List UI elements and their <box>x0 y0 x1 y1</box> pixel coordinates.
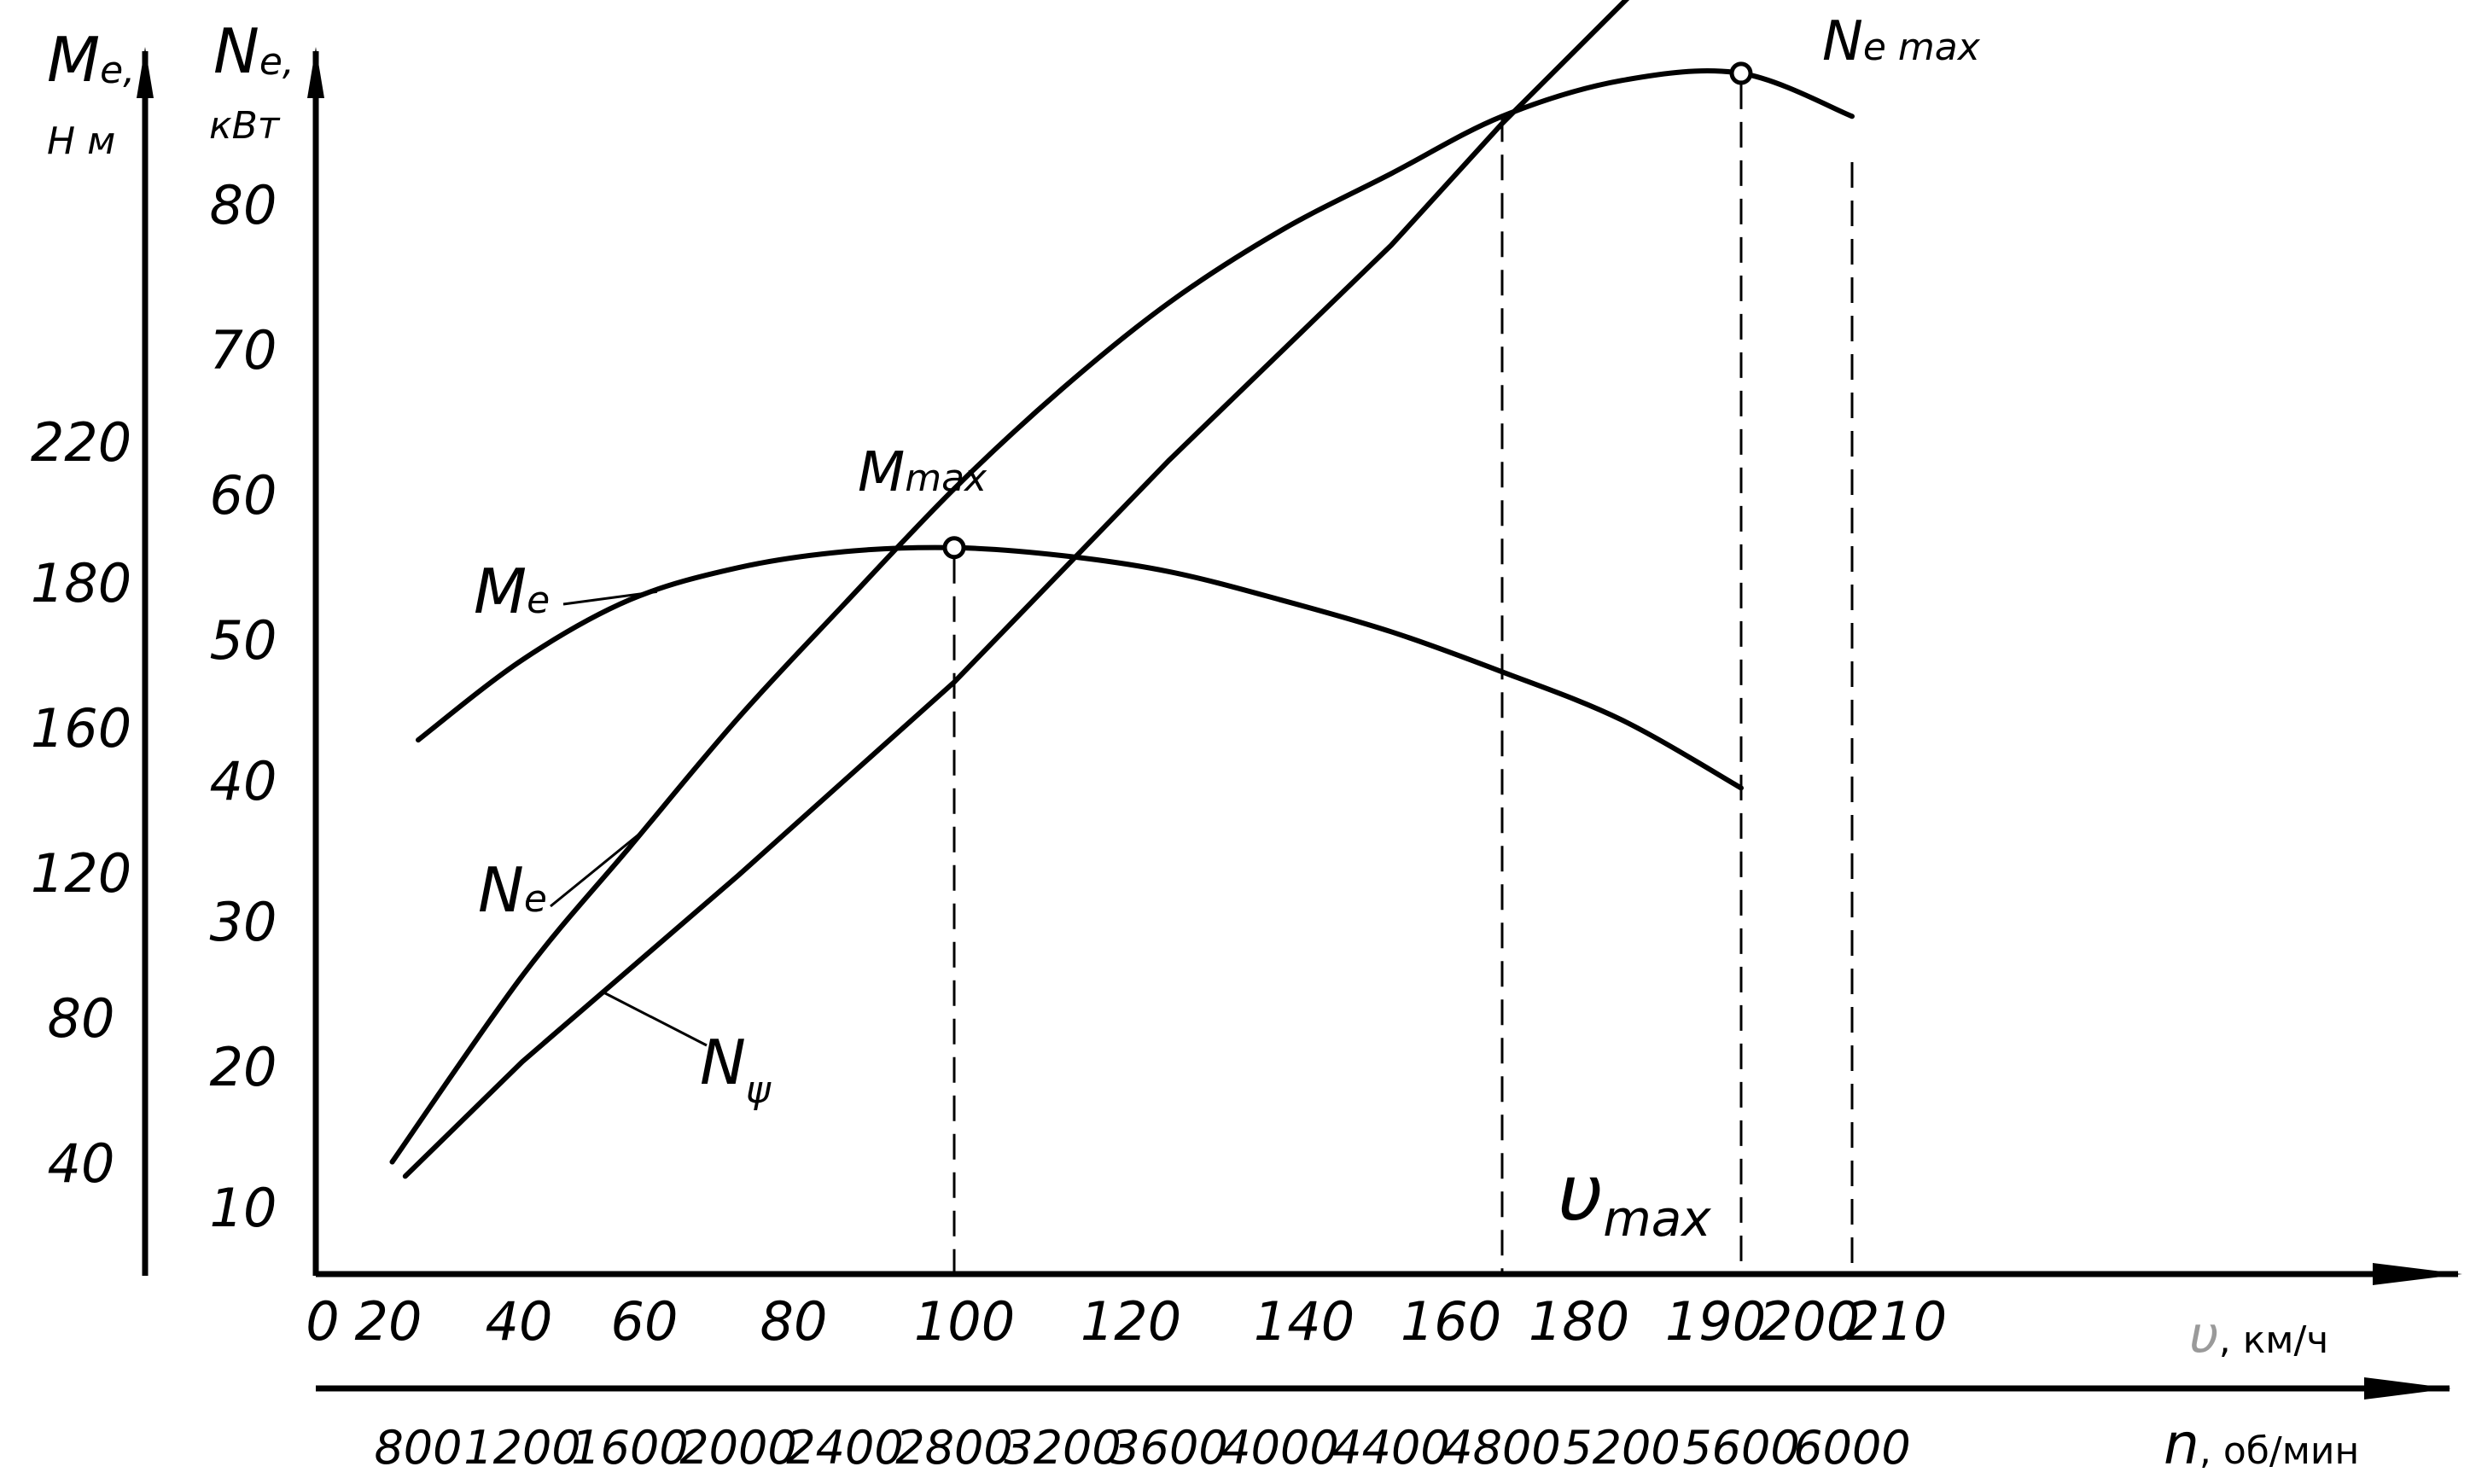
me-axis-unit: Н м <box>47 119 115 163</box>
rpm-tick-label: 6000 <box>1793 1421 1910 1475</box>
ne-axis-unit: кВт <box>209 104 281 148</box>
rpm-axis-title: n, об/мин <box>2164 1411 2359 1477</box>
rpm-tick-label: 2000 <box>679 1421 796 1475</box>
rpm-tick-label: 4400 <box>1332 1421 1449 1475</box>
me-tick-labels: 40 80 120 160 180 220 <box>31 411 131 1195</box>
speed-tick-label: 140 <box>1254 1290 1354 1353</box>
speed-tick-label: 0 <box>306 1290 339 1353</box>
speed-axis-arrow <box>2373 1263 2462 1285</box>
speed-tick-label: 160 <box>1401 1290 1501 1353</box>
ne-tick-label: 20 <box>210 1036 277 1098</box>
me-tick-label: 180 <box>31 552 131 614</box>
speed-tick-label: 190 <box>1665 1290 1766 1353</box>
npsi-curve-label: Nψ <box>700 1027 772 1112</box>
m-max-label: Mmax <box>858 441 987 504</box>
speed-tick-label: 80 <box>760 1290 828 1353</box>
speed-tick-label: 210 <box>1846 1290 1947 1353</box>
ne-leader-line <box>550 829 644 908</box>
dashed-reference-lines <box>952 83 1854 1274</box>
me-axis-title: Me, <box>47 24 135 96</box>
ne-tick-label: 50 <box>210 609 277 672</box>
speed-tick-label: 40 <box>486 1290 553 1353</box>
ne-axis-title: Ne, <box>213 15 294 87</box>
ne-curve-label: Ne <box>478 854 547 926</box>
ne-tick-label: 40 <box>210 750 277 812</box>
rpm-tick-label: 2800 <box>895 1421 1012 1475</box>
ne-tick-label: 80 <box>210 174 277 236</box>
me-leader-line <box>562 590 657 606</box>
npsi-leader-line <box>602 991 708 1047</box>
speed-tick-label: 100 <box>914 1290 1015 1353</box>
rpm-tick-label: 3200 <box>1004 1421 1121 1475</box>
ne-max-label: Ne max <box>1822 10 1981 73</box>
rpm-tick-label: 5600 <box>1682 1421 1799 1475</box>
me-curve <box>416 544 1744 791</box>
rpm-tick-label: 5200 <box>1563 1421 1680 1475</box>
speed-axis-title: υ, км/ч <box>2189 1306 2328 1365</box>
ne-tick-label: 10 <box>210 1177 277 1239</box>
ne-curve <box>389 68 1855 1165</box>
speed-tick-label: 200 <box>1759 1290 1860 1353</box>
speed-tick-label: 20 <box>355 1290 422 1353</box>
me-axis-arrow <box>137 47 154 98</box>
ne-axis-arrow <box>307 47 324 98</box>
ne-max-marker <box>1729 61 1753 85</box>
rpm-tick-label: 4000 <box>1221 1421 1338 1475</box>
ne-tick-labels: 10 20 30 40 50 60 70 80 <box>210 174 277 1239</box>
rpm-tick-label: 4800 <box>1443 1421 1560 1475</box>
me-tick-label: 40 <box>48 1132 115 1195</box>
rpm-tick-labels: 800 1200160020002400280032003600400044004… <box>374 1421 1910 1475</box>
me-tick-label: 80 <box>48 987 115 1050</box>
rpm-tick-label: 3600 <box>1110 1421 1227 1475</box>
ne-tick-label: 30 <box>210 891 277 953</box>
speed-tick-label: 180 <box>1529 1290 1629 1353</box>
ne-tick-label: 60 <box>210 464 277 527</box>
rpm-tick-label: 2400 <box>786 1421 903 1475</box>
npsi-curve <box>402 0 1630 1179</box>
rpm-tick-label: 1600 <box>571 1421 688 1475</box>
rpm-axis-arrow <box>2364 1377 2451 1400</box>
speed-tick-label: 120 <box>1081 1290 1181 1353</box>
speed-tick-label: 60 <box>611 1290 679 1353</box>
me-curve-label: Me <box>474 556 550 627</box>
m-max-marker <box>942 536 966 560</box>
ne-tick-label: 70 <box>210 319 277 381</box>
rpm-tick-label: 800 <box>374 1421 462 1475</box>
me-tick-label: 220 <box>31 411 131 474</box>
me-tick-label: 120 <box>31 842 131 905</box>
rpm-tick-label: 1200 <box>463 1421 580 1475</box>
v-max-label: υmax <box>1558 1148 1711 1248</box>
me-tick-label: 160 <box>31 697 131 759</box>
